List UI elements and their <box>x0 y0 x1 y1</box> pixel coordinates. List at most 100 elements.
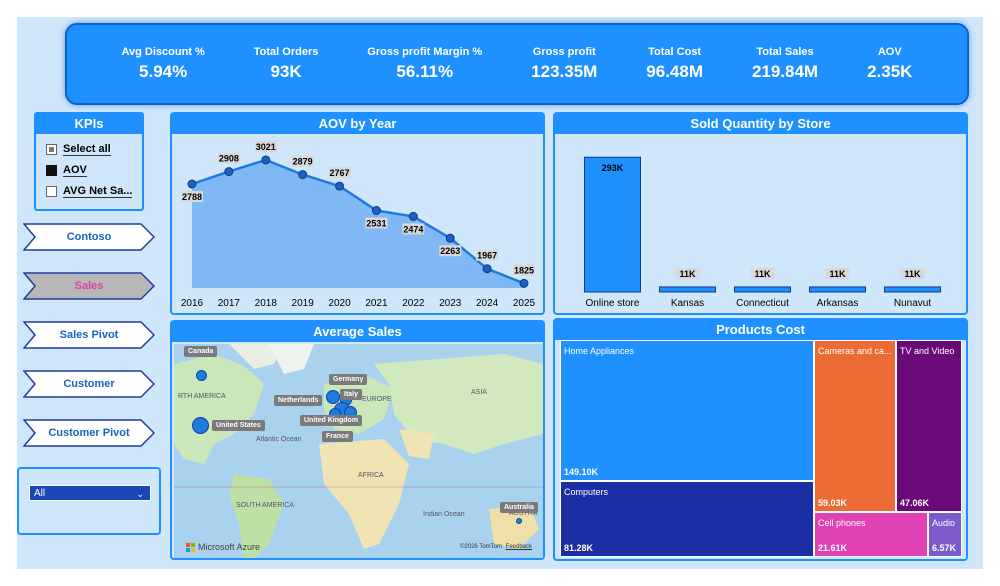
aov-data-label: 2767 <box>330 168 350 178</box>
store-bar[interactable] <box>734 286 791 293</box>
sold-quantity-bar-chart[interactable]: 293K Online store 11K Kansas 11K Connecticut 1… <box>555 136 966 315</box>
tile-value: 47.06K <box>900 498 930 508</box>
treemap-tile-computers[interactable]: Computers 81.28K <box>560 481 814 557</box>
aov-data-label: 2531 <box>366 219 386 229</box>
bar-data-label: 11K <box>679 269 696 279</box>
treemap-tile-cell-phones[interactable]: Cell phones 21.61K <box>814 512 928 557</box>
products-cost-panel: Products Cost Home Appliances 149.10K Com… <box>553 318 968 561</box>
aov-data-label: 1825 <box>514 265 534 275</box>
checkbox-unchecked-icon[interactable] <box>46 186 57 197</box>
treemap-tile-cameras[interactable]: Cameras and ca... 59.03K <box>814 340 896 512</box>
aov-data-label: 2908 <box>219 154 239 164</box>
nav-button-customer[interactable]: Customer <box>23 370 155 398</box>
slicer-option-avg-net-sales[interactable]: AVG Net Sa... <box>36 181 142 202</box>
store-bar[interactable] <box>809 286 866 293</box>
aov-data-point[interactable] <box>371 206 381 216</box>
aov-data-label-bg <box>365 217 388 229</box>
aov-data-label: 1967 <box>477 251 497 261</box>
kpi-slicer: KPIs Select all AOV AVG Net Sa... <box>34 112 144 211</box>
map-bubble[interactable] <box>196 370 207 381</box>
map-brand-text: Microsoft Azure <box>198 542 261 552</box>
tile-name: Cameras and ca... <box>818 346 892 356</box>
slicer-option-aov[interactable]: AOV <box>36 160 142 181</box>
bar-data-label-bg <box>825 267 850 279</box>
aov-data-point[interactable] <box>187 179 197 189</box>
treemap-tile-home-appliances[interactable]: Home Appliances 149.10K <box>560 340 814 481</box>
tile-value: 81.28K <box>564 543 594 553</box>
store-x-tick: Kansas <box>671 298 704 309</box>
map-region-label: Atlantic Ocean <box>256 436 302 443</box>
map-region-label: EUROPE <box>362 396 392 403</box>
nav-button-sales[interactable]: Sales <box>23 272 155 300</box>
aov-by-year-panel: AOV by Year 2788 2016 2908 2017 3021 2018 2879… <box>170 112 545 315</box>
panel-title: Sold Quantity by Store <box>555 114 966 134</box>
kpi-label: Avg Discount % <box>121 46 205 58</box>
slicer-option-select-all[interactable]: Select all <box>36 139 142 160</box>
map-region-label: SOUTH AMERICA <box>236 502 294 509</box>
world-map[interactable]: RTH AMERICA Atlantic Ocean EUROPE ASIA A… <box>174 344 543 558</box>
nav-button-customer-pivot[interactable]: Customer Pivot <box>23 419 155 447</box>
filter-panel: All ⌄ <box>17 467 161 535</box>
store-bar[interactable] <box>884 286 941 293</box>
kpi-value: 2.35K <box>867 62 913 81</box>
kpi-aov: AOV 2.35K <box>867 46 912 82</box>
aov-data-point[interactable] <box>519 278 529 288</box>
aov-data-point[interactable] <box>298 170 308 180</box>
filter-dropdown[interactable]: All ⌄ <box>29 485 151 501</box>
nav-button-contoso[interactable]: Contoso <box>23 223 155 251</box>
aov-data-label: 2879 <box>293 157 313 167</box>
aov-data-point[interactable] <box>408 211 418 221</box>
arrow-shape-icon <box>23 370 155 398</box>
aov-data-point[interactable] <box>224 167 234 177</box>
map-feedback-link[interactable]: Feedback <box>505 544 533 550</box>
kpi-value: 5.94% <box>139 62 188 81</box>
bar-data-label: 11K <box>829 269 846 279</box>
kpi-gross-profit: Gross profit 123.35M <box>531 46 597 82</box>
bar-data-label-bg <box>900 267 925 279</box>
aov-data-point[interactable] <box>445 233 455 243</box>
aov-data-label-bg <box>513 264 535 276</box>
aov-data-point[interactable] <box>335 181 345 191</box>
tile-name: Computers <box>564 487 609 497</box>
aov-data-label-bg <box>217 152 240 164</box>
map-tag-italy: Italy <box>340 389 363 400</box>
map-tag-united-kingdom: United Kingdom <box>300 415 363 426</box>
bar-data-label: 11K <box>904 269 921 279</box>
kpi-label: Total Orders <box>253 46 319 58</box>
kpi-label: AOV <box>877 46 902 58</box>
map-bubble[interactable] <box>516 518 522 524</box>
chevron-down-icon[interactable]: ⌄ <box>136 489 144 499</box>
aov-x-tick: 2019 <box>292 298 315 309</box>
kpi-label: Gross profit <box>532 46 596 58</box>
products-cost-treemap[interactable]: Home Appliances 149.10K Computers 81.28K C… <box>560 340 965 557</box>
map-tag-australia: Australia <box>500 502 538 513</box>
nav-label: Contoso <box>66 231 112 243</box>
treemap-tile-audio[interactable]: Audio 6.57K <box>928 512 962 557</box>
aov-x-tick: 2025 <box>513 298 536 309</box>
store-bar[interactable] <box>584 156 641 293</box>
kpi-value: 123.35M <box>531 62 598 81</box>
store-bar[interactable] <box>659 286 716 293</box>
map-bubble[interactable] <box>326 390 340 404</box>
nav-button-sales-pivot[interactable]: Sales Pivot <box>23 321 155 349</box>
panel-title: AOV by Year <box>172 114 543 134</box>
aov-data-point[interactable] <box>261 155 271 165</box>
aov-data-point[interactable] <box>482 264 492 274</box>
aov-data-label-bg <box>476 249 499 261</box>
aov-x-tick: 2022 <box>402 298 425 309</box>
checkbox-partial-icon[interactable] <box>46 144 57 155</box>
panel-title: Products Cost <box>555 320 966 340</box>
map-tag-netherlands: Netherlands <box>274 395 323 406</box>
checkbox-checked-icon[interactable] <box>46 165 57 176</box>
aov-area-fill <box>192 159 524 288</box>
treemap-tile-tv-video[interactable]: TV and Video 47.06K <box>896 340 962 512</box>
kpi-total-orders: Total Orders 93K <box>254 46 319 82</box>
aov-x-tick: 2021 <box>365 298 388 309</box>
map-region-label: AUSTRA <box>509 510 538 517</box>
nav-label: Sales <box>74 280 104 292</box>
aov-series-line <box>191 158 525 285</box>
slicer-option-label: Select all <box>63 143 111 156</box>
aov-line-chart[interactable]: 2788 2016 2908 2017 3021 2018 2879 2019 2767 2020… <box>172 136 543 315</box>
store-x-tick: Arkansas <box>817 298 859 309</box>
map-bubble[interactable] <box>192 417 209 434</box>
